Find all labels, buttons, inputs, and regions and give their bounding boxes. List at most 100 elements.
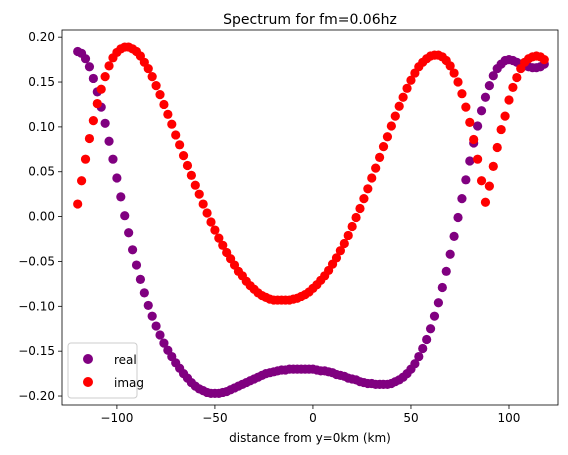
data-point-real-20: [151, 321, 161, 331]
data-point-real-89: [422, 334, 432, 345]
legend-marker-real: [83, 354, 93, 364]
data-point-imag-108: [496, 124, 506, 135]
x-tick-label: 50: [403, 411, 418, 425]
data-point-real-7: [100, 118, 110, 128]
data-point-imag-18: [143, 63, 153, 74]
data-point-imag-72: [355, 203, 365, 214]
data-point-real-91: [429, 311, 440, 321]
data-point-real-86: [410, 359, 420, 369]
data-point-real-95: [445, 249, 455, 259]
data-point-imag-99: [461, 102, 471, 112]
data-point-real-90: [425, 324, 436, 334]
data-point-real-18: [143, 300, 153, 311]
data-point-real-88: [418, 343, 428, 354]
data-point-real-21: [155, 330, 165, 340]
data-point-real-3: [84, 62, 95, 72]
x-tick-label: 100: [498, 411, 521, 425]
data-point-imag-74: [363, 184, 373, 194]
data-point-imag-23: [163, 109, 173, 119]
data-point-imag-36: [214, 233, 224, 243]
data-point-imag-2: [80, 154, 91, 164]
data-point-imag-30: [190, 180, 200, 190]
y-axis: 0.20 0.15 0.10 0.05 0.00 −0.05 −0.10 −0.15 −0.20: [18, 30, 62, 403]
data-point-imag-67: [335, 246, 345, 256]
x-axis: −100 −50 0 50 100: [100, 405, 520, 425]
data-point-imag-8: [104, 61, 114, 71]
data-point-real-94: [441, 266, 451, 276]
data-point-imag-20: [151, 81, 161, 91]
data-point-real-11: [116, 192, 126, 202]
legend-marker-imag: [83, 377, 93, 387]
data-point-imag-1: [77, 176, 87, 186]
data-point-imag-119: [539, 55, 549, 65]
data-point-imag-19: [147, 72, 157, 82]
data-point-real-98: [457, 194, 467, 204]
data-point-imag-7: [100, 72, 110, 82]
x-tick-label: 0: [309, 411, 317, 425]
data-point-imag-96: [449, 68, 459, 78]
x-tick-label: −50: [202, 411, 227, 425]
plot-frame: [61, 29, 559, 406]
data-point-real-10: [112, 173, 122, 183]
data-point-imag-4: [88, 116, 98, 126]
data-point-imag-100: [465, 117, 475, 127]
data-point-imag-28: [182, 160, 193, 171]
data-point-real-17: [139, 288, 149, 298]
data-point-real-87: [414, 351, 424, 362]
data-point-imag-35: [210, 225, 220, 235]
data-point-imag-29: [186, 170, 196, 180]
data-point-imag-83: [398, 92, 408, 102]
data-point-imag-79: [382, 132, 393, 142]
data-point-real-97: [453, 212, 463, 223]
data-point-real-8: [104, 136, 114, 146]
data-point-imag-24: [167, 119, 177, 129]
y-tick-label: −0.15: [18, 344, 55, 358]
y-tick-label: −0.10: [18, 299, 55, 313]
data-point-imag-82: [394, 101, 404, 111]
y-tick-label: 0.20: [28, 30, 55, 44]
data-point-imag-106: [488, 161, 498, 171]
data-point-real-22: [159, 338, 169, 348]
data-point-real-99: [461, 175, 471, 185]
data-point-imag-76: [371, 163, 381, 173]
data-point-imag-27: [178, 151, 189, 161]
data-point-imag-81: [390, 111, 400, 121]
data-point-imag-25: [171, 130, 181, 140]
data-point-imag-32: [198, 199, 208, 209]
data-point-imag-102: [473, 154, 483, 164]
data-point-imag-85: [406, 75, 416, 85]
data-point-real-13: [124, 228, 134, 238]
data-point-imag-34: [206, 217, 216, 227]
data-point-imag-21: [155, 89, 165, 100]
data-point-real-15: [131, 260, 142, 270]
data-point-imag-111: [508, 82, 518, 93]
data-point-imag-97: [453, 77, 463, 87]
data-point-real-16: [135, 274, 146, 284]
data-point-real-14: [127, 245, 138, 255]
data-point-real-9: [108, 154, 118, 164]
y-tick-label: −0.05: [18, 254, 55, 268]
data-point-imag-66: [331, 253, 342, 263]
y-tick-label: −0.20: [18, 389, 55, 403]
data-point-imag-68: [339, 238, 349, 249]
data-point-real-12: [120, 211, 130, 221]
data-point-imag-71: [351, 212, 361, 223]
chart-title: Spectrum for fm=0.06hz: [223, 12, 397, 28]
data-point-imag-77: [375, 152, 385, 162]
data-point-imag-70: [347, 221, 357, 232]
data-point-imag-107: [492, 142, 502, 153]
data-point-imag-98: [457, 89, 467, 99]
legend-label-real: real: [114, 353, 137, 367]
data-point-imag-0: [73, 199, 83, 209]
y-tick-label: 0.15: [28, 75, 55, 89]
data-point-real-106: [488, 71, 498, 81]
x-axis-label: distance from y=0km (km): [229, 431, 391, 445]
data-point-imag-6: [96, 84, 106, 94]
data-point-imag-37: [218, 240, 228, 250]
data-point-imag-78: [378, 142, 389, 152]
data-point-imag-104: [480, 197, 491, 207]
y-tick-label: 0.10: [28, 120, 55, 134]
data-point-real-96: [449, 231, 459, 241]
legend-label-imag: imag: [114, 376, 144, 390]
